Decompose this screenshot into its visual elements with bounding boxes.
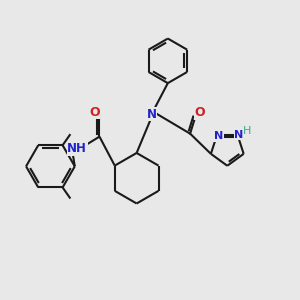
Text: NH: NH (67, 142, 87, 155)
Text: N: N (146, 108, 157, 121)
Text: O: O (194, 106, 205, 119)
Text: N: N (214, 131, 223, 141)
Text: H: H (243, 126, 251, 136)
Text: N: N (234, 130, 244, 140)
Text: O: O (89, 106, 100, 119)
